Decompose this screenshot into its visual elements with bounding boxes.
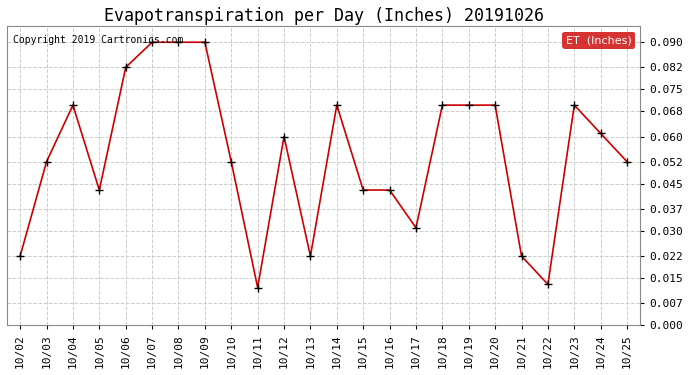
Legend: ET  (Inches): ET (Inches) xyxy=(562,32,635,49)
Title: Evapotranspiration per Day (Inches) 20191026: Evapotranspiration per Day (Inches) 2019… xyxy=(104,7,544,25)
Text: Copyright 2019 Cartronics.com: Copyright 2019 Cartronics.com xyxy=(13,36,184,45)
